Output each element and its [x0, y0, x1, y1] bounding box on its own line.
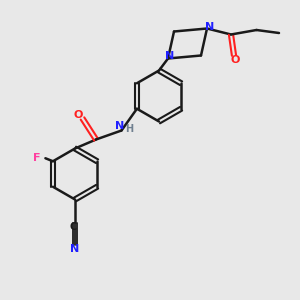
Text: N: N	[165, 50, 174, 61]
Text: C: C	[70, 221, 77, 232]
Text: H: H	[125, 124, 133, 134]
Text: O: O	[231, 55, 240, 65]
Text: N: N	[206, 22, 214, 32]
Text: N: N	[116, 121, 124, 131]
Text: F: F	[33, 153, 40, 163]
Text: N: N	[70, 244, 80, 254]
Text: O: O	[73, 110, 83, 120]
